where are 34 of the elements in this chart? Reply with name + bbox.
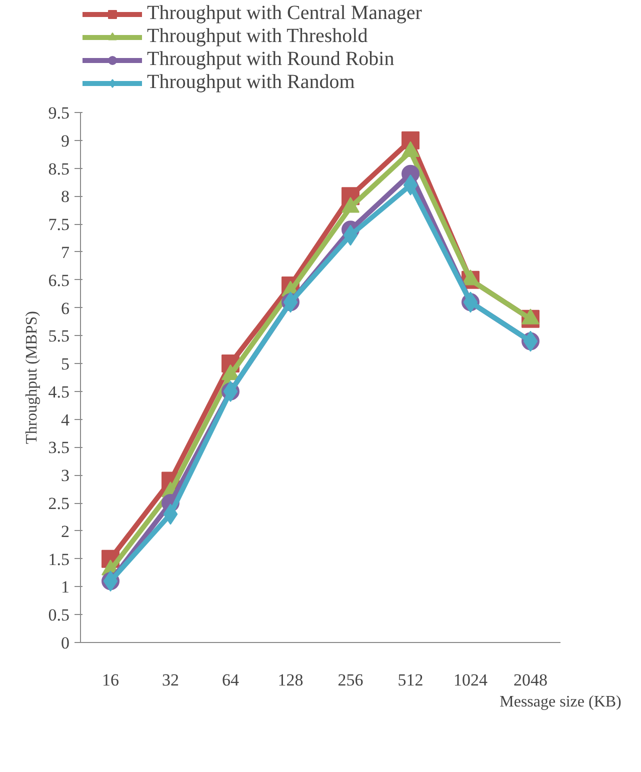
- y-tick-label: 8.5: [48, 159, 70, 178]
- y-axis-title: Throughput (MBPS): [23, 311, 40, 444]
- x-tick-label: 16: [102, 670, 119, 690]
- x-tick-label: 128: [278, 670, 304, 690]
- y-tick-label: 3.5: [48, 438, 70, 458]
- x-tick-label: 32: [162, 670, 179, 690]
- y-tick-label: 6: [61, 298, 70, 318]
- x-tick-label: 1024: [454, 670, 488, 690]
- x-tick-label: 2048: [514, 670, 548, 690]
- y-tick-label: 7: [61, 242, 70, 262]
- y-tick-label: 0: [61, 634, 70, 652]
- y-tick-label: 4: [61, 410, 70, 430]
- y-tick-label: 5.5: [48, 326, 70, 346]
- y-tick-label: 3: [61, 466, 70, 486]
- x-tick-label: 256: [338, 670, 364, 690]
- y-tick-label: 7.5: [48, 215, 70, 234]
- legend-label: Throughput with Round Robin: [147, 48, 394, 71]
- y-tick-label: 5: [61, 354, 70, 374]
- y-tick-label: 2.5: [48, 494, 70, 514]
- x-axis-title: Message size (KB): [500, 694, 622, 710]
- y-tick-label: 9.5: [48, 104, 70, 122]
- y-tick-label: 6.5: [48, 270, 70, 290]
- y-tick-label: 1.5: [48, 550, 70, 569]
- y-tick-label: 8: [61, 187, 70, 206]
- y-tick-label: 0.5: [48, 606, 70, 625]
- legend-label: Throughput with Central Manager: [147, 2, 422, 25]
- legend-label: Throughput with Threshold: [147, 25, 368, 48]
- y-tick-label: 9: [61, 131, 70, 150]
- legend-label: Throughput with Random: [147, 71, 355, 94]
- y-tick-label: 4.5: [48, 382, 70, 402]
- y-tick-label: 1: [61, 578, 70, 597]
- y-tick-label: 2: [61, 522, 70, 541]
- x-tick-label: 64: [222, 670, 240, 690]
- x-tick-label: 512: [398, 670, 424, 690]
